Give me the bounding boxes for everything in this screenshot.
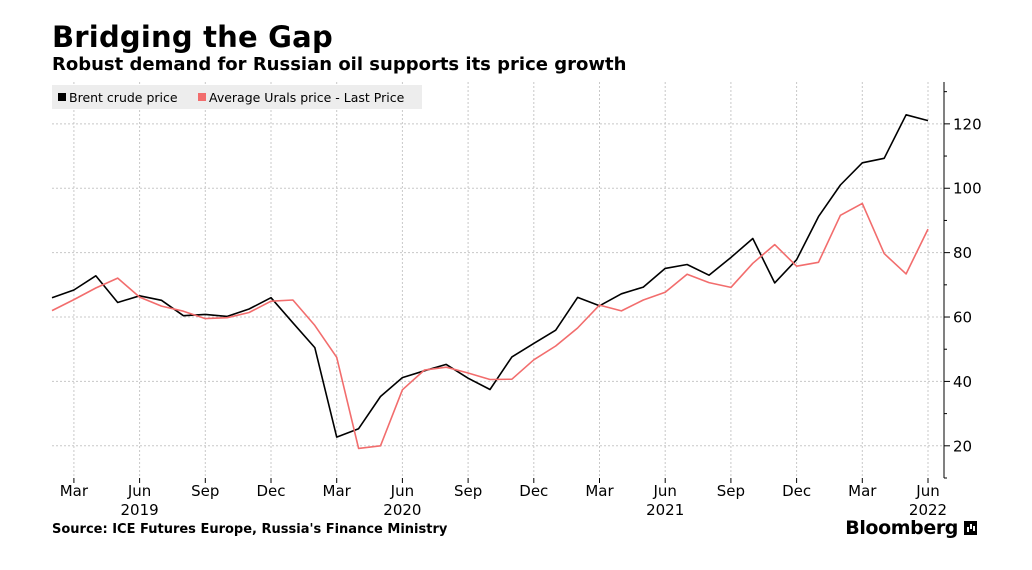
x-tick-label: Mar (60, 482, 89, 500)
y-tick-label: 20 (953, 437, 972, 455)
y-tick-label: 100 (953, 180, 982, 198)
legend-swatch (198, 93, 206, 101)
x-tick-label: Jun (652, 482, 676, 500)
legend-swatch (58, 93, 66, 101)
y-tick-label: 60 (953, 309, 972, 327)
bloomberg-logo: Bloomberg (845, 517, 977, 539)
chart-subtitle: Robust demand for Russian oil supports i… (52, 54, 627, 75)
x-year-label: 2021 (646, 501, 684, 519)
x-year-label: 2019 (121, 501, 159, 519)
x-tick-label: Mar (585, 482, 614, 500)
legend: Brent crude price Average Urals price - L… (52, 85, 422, 109)
y-tick-label: 40 (953, 373, 972, 391)
y-tick-label: 120 (953, 115, 982, 133)
x-tick-label: Jun (390, 482, 414, 500)
x-tick-label: Jun (127, 482, 151, 500)
series-lines (51, 114, 929, 450)
x-tick-label: Sep (191, 482, 219, 500)
legend-label: Brent crude price (69, 90, 178, 105)
x-tick-label: Mar (323, 482, 352, 500)
x-tick-label: Sep (717, 482, 745, 500)
brand-name: Bloomberg (845, 517, 958, 539)
x-tick-label: Dec (256, 482, 285, 500)
x-year-label: 2022 (909, 501, 947, 519)
series-line-brent (51, 114, 929, 438)
bar-chart-icon (964, 521, 977, 535)
series-line-urals (51, 202, 929, 450)
legend-box (52, 85, 422, 109)
x-tick-label: Dec (519, 482, 548, 500)
legend-label: Average Urals price - Last Price (209, 90, 405, 105)
axes: 20 40 60 80 100 120 Mar Jun Sep Dec Mar Jun Sep Dec Ma… (60, 82, 982, 519)
y-tick-label: 80 (953, 244, 972, 262)
grid-lines (52, 82, 944, 478)
x-tick-label: Mar (848, 482, 877, 500)
chart-title: Bridging the Gap (52, 20, 333, 54)
x-year-label: 2020 (383, 501, 421, 519)
source-note: Source: ICE Futures Europe, Russia's Fin… (52, 522, 448, 537)
x-tick-label: Dec (782, 482, 811, 500)
x-tick-label: Jun (915, 482, 939, 500)
x-tick-label: Sep (454, 482, 482, 500)
